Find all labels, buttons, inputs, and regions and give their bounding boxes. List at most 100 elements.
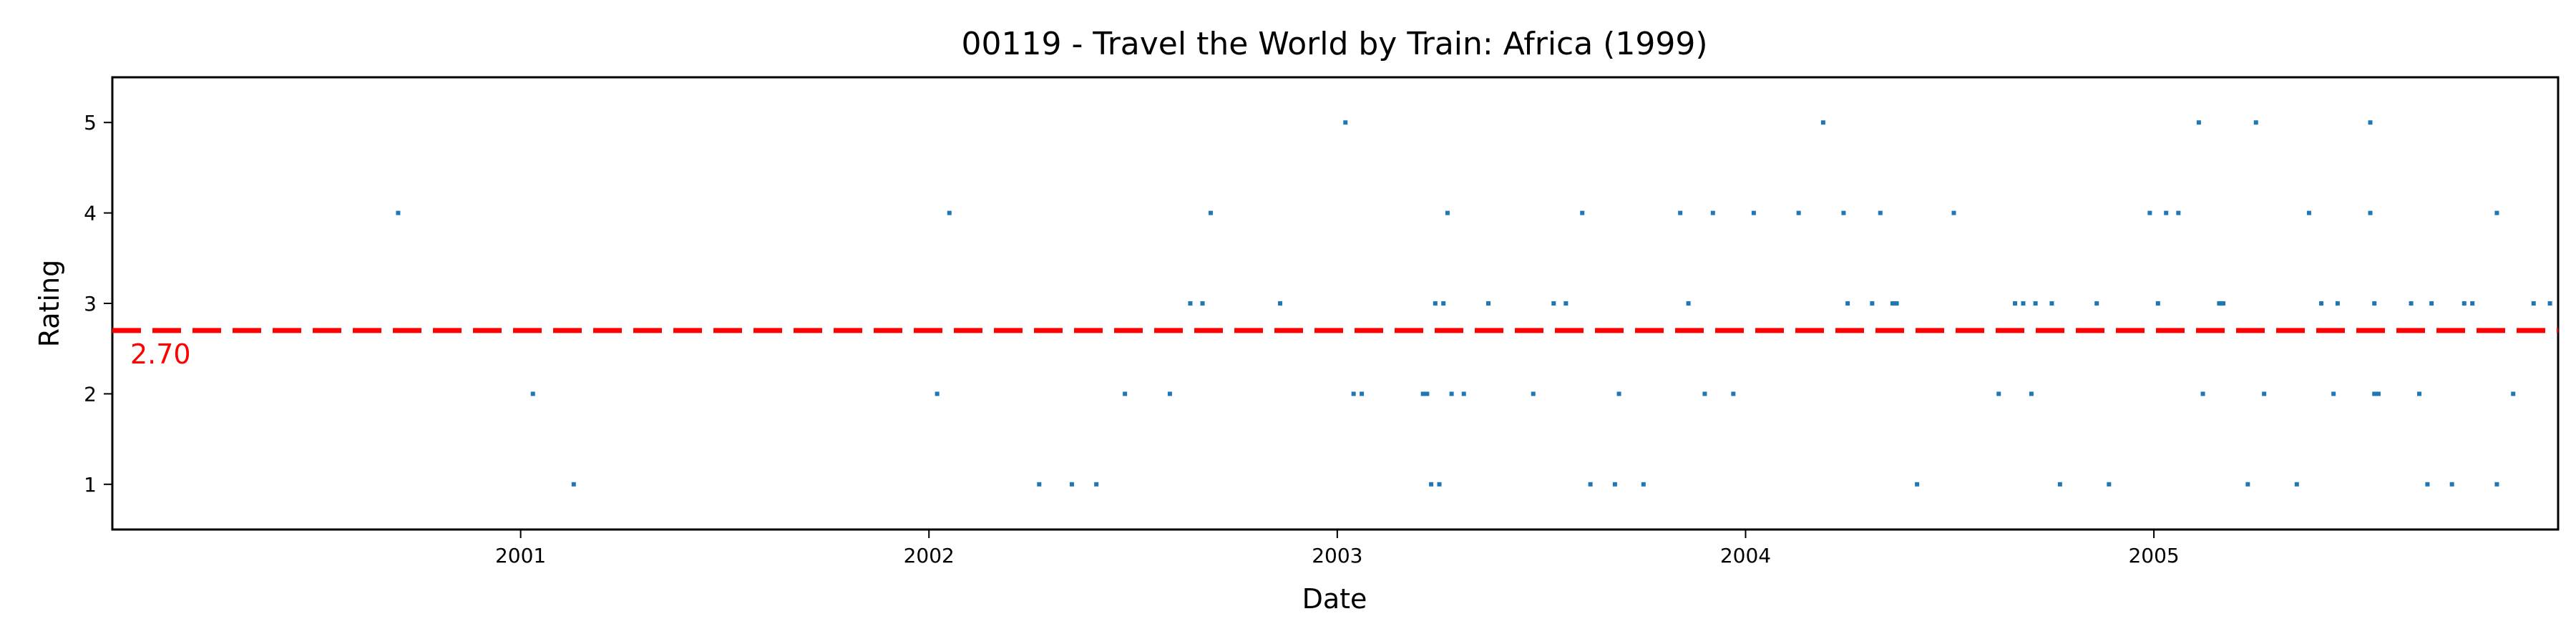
rating-point (1678, 210, 1683, 215)
rating-point (2057, 482, 2062, 487)
mean-line-group: 2.70 (112, 328, 2558, 370)
rating-point (2262, 391, 2267, 396)
rating-point (1461, 391, 1466, 396)
rating-point (1167, 391, 1172, 396)
rating-point (2221, 301, 2226, 306)
rating-point (1343, 120, 1348, 125)
rating-point (2049, 301, 2054, 306)
rating-point (1188, 301, 1193, 306)
rating-point (1449, 391, 1454, 396)
rating-point (2470, 301, 2475, 306)
rating-point (2376, 391, 2381, 396)
rating-point (2547, 301, 2552, 306)
y-tick-label: 4 (84, 202, 97, 225)
rating-point (2368, 210, 2373, 215)
x-tick-label: 2003 (1312, 544, 1362, 567)
rating-point (1702, 391, 1707, 396)
rating-point (1820, 120, 1825, 125)
rating-point (1425, 391, 1430, 396)
y-tick-label: 3 (84, 292, 97, 316)
rating-point (1485, 301, 1491, 306)
rating-point (2029, 391, 2034, 396)
rating-point (530, 391, 535, 396)
rating-point (1686, 301, 1691, 306)
rating-point (1437, 482, 1442, 487)
rating-point (1360, 391, 1365, 396)
rating-point (2319, 301, 2324, 306)
rating-point (1551, 301, 1556, 306)
rating-point (1445, 210, 1450, 215)
rating-point (1037, 482, 1042, 487)
rating-point (2217, 301, 2222, 306)
rating-point (1580, 210, 1585, 215)
rating-point (2245, 482, 2250, 487)
x-tick-label: 2002 (904, 544, 955, 567)
rating-point (1731, 391, 1736, 396)
y-tick-label: 1 (84, 473, 97, 497)
y-axis-label: Rating (34, 260, 65, 348)
rating-point (2494, 210, 2499, 215)
rating-point (2013, 301, 2018, 306)
rating-point (1796, 210, 1801, 215)
rating-point (2306, 210, 2311, 215)
rating-point (1094, 482, 1099, 487)
rating-point (1710, 210, 1715, 215)
rating-point (1433, 301, 1438, 306)
rating-point (2253, 120, 2258, 125)
rating-point (1069, 482, 1074, 487)
rating-point (1420, 391, 1425, 396)
rating-point (1751, 210, 1756, 215)
rating-point (1351, 391, 1356, 396)
rating-point (2429, 301, 2434, 306)
rating-point (2094, 301, 2099, 306)
rating-point (2176, 210, 2181, 215)
rating-point (2335, 301, 2340, 306)
rating-point (2155, 301, 2160, 306)
rating-point (2372, 301, 2377, 306)
y-tick-label: 5 (84, 111, 97, 135)
rating-point (2372, 391, 2377, 396)
rating-point (2294, 482, 2299, 487)
chart-title: 00119 - Travel the World by Train: Afric… (961, 26, 1707, 62)
rating-point (2511, 391, 2516, 396)
rating-point (1200, 301, 1205, 306)
rating-point (2147, 210, 2152, 215)
rating-point (1563, 301, 1568, 306)
rating-point (1996, 391, 2001, 396)
rating-point (2416, 391, 2421, 396)
rating-point (2494, 482, 2499, 487)
rating-point (1890, 301, 1895, 306)
y-tick-label: 2 (84, 382, 97, 406)
rating-point (2164, 210, 2169, 215)
data-points (396, 120, 2552, 487)
rating-point (1612, 482, 1617, 487)
rating-point (2425, 482, 2430, 487)
rating-point (2449, 482, 2454, 487)
rating-point (1441, 301, 1446, 306)
rating-point (2021, 301, 2026, 306)
y-axis-ticks: 1 2 3 4 5 (84, 111, 112, 497)
rating-point (1588, 482, 1593, 487)
rating-point (396, 210, 401, 215)
rating-point (1641, 482, 1646, 487)
rating-point (1123, 391, 1128, 396)
rating-point (2331, 391, 2336, 396)
rating-point (1878, 210, 1883, 215)
rating-point (1915, 482, 1920, 487)
rating-point (1208, 210, 1213, 215)
rating-point (1531, 391, 1536, 396)
rating-point (1894, 301, 1899, 306)
rating-point (2531, 301, 2536, 306)
rating-point (935, 391, 940, 396)
x-tick-label: 2001 (495, 544, 546, 567)
rating-point (1429, 482, 1434, 487)
rating-point (2409, 301, 2414, 306)
rating-point (1616, 391, 1621, 396)
rating-point (1845, 301, 1850, 306)
rating-point (571, 482, 576, 487)
rating-point (2033, 301, 2038, 306)
rating-point (2368, 120, 2373, 125)
x-tick-label: 2004 (1720, 544, 1771, 567)
